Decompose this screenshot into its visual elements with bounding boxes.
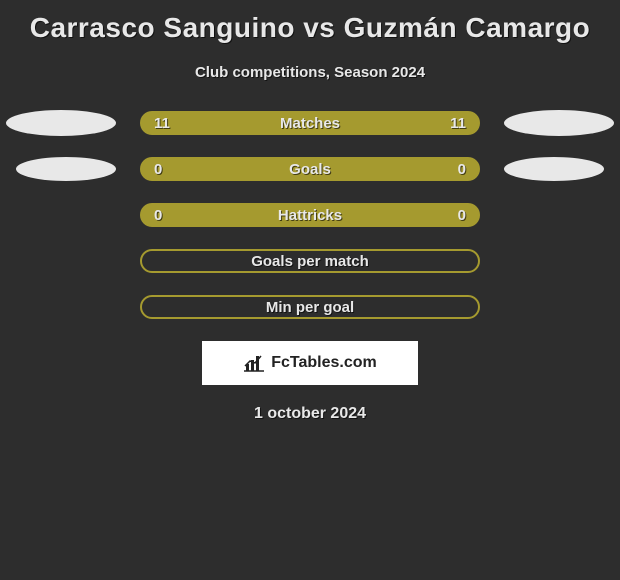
stat-bar: 11 Matches 11 xyxy=(140,111,480,135)
stat-bar: 0 Hattricks 0 xyxy=(140,203,480,227)
stat-value-right: 11 xyxy=(450,115,466,132)
watermark-text: FcTables.com xyxy=(271,354,377,372)
player2-marker xyxy=(504,157,604,181)
player1-marker xyxy=(6,110,116,136)
page-title: Carrasco Sanguino vs Guzmán Camargo xyxy=(0,6,620,46)
stat-value-right: 0 xyxy=(458,161,466,178)
stat-bar: 0 Goals 0 xyxy=(140,157,480,181)
stat-label: Goals per match xyxy=(251,253,369,270)
stat-label: Matches xyxy=(280,115,340,132)
stat-row-min-per-goal: Min per goal xyxy=(0,295,620,319)
stat-label: Hattricks xyxy=(278,207,342,224)
stat-bar: Min per goal xyxy=(140,295,480,319)
player2-marker xyxy=(504,110,614,136)
stat-value-left: 11 xyxy=(154,115,170,132)
comparison-card: Carrasco Sanguino vs Guzmán Camargo Club… xyxy=(0,0,620,423)
watermark: FcTables.com xyxy=(202,341,418,385)
stat-value-left: 0 xyxy=(154,161,162,178)
stat-label: Goals xyxy=(289,161,331,178)
subtitle: Club competitions, Season 2024 xyxy=(0,64,620,81)
bar-chart-icon xyxy=(243,354,265,372)
stat-value-left: 0 xyxy=(154,207,162,224)
date: 1 october 2024 xyxy=(0,405,620,423)
stat-row-hattricks: 0 Hattricks 0 xyxy=(0,203,620,227)
stat-row-matches: 11 Matches 11 xyxy=(0,111,620,135)
stat-bar: Goals per match xyxy=(140,249,480,273)
stats-rows: 11 Matches 11 0 Goals 0 0 Hattricks 0 xyxy=(0,111,620,319)
stat-row-goals-per-match: Goals per match xyxy=(0,249,620,273)
stat-label: Min per goal xyxy=(266,299,354,316)
player1-marker xyxy=(16,157,116,181)
stat-value-right: 0 xyxy=(458,207,466,224)
stat-row-goals: 0 Goals 0 xyxy=(0,157,620,181)
